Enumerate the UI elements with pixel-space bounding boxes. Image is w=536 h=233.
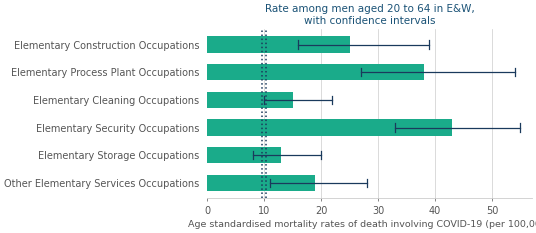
Bar xyxy=(207,92,293,108)
Bar xyxy=(207,147,281,164)
Title: Rate among men aged 20 to 64 in E&W,
with confidence intervals: Rate among men aged 20 to 64 in E&W, wit… xyxy=(265,4,474,26)
Bar xyxy=(207,119,452,136)
Bar xyxy=(207,64,423,80)
X-axis label: Age standardised mortality rates of death involving COVID-19 (per 100,000): Age standardised mortality rates of deat… xyxy=(188,220,536,229)
Bar xyxy=(207,36,349,53)
Bar xyxy=(207,175,315,191)
